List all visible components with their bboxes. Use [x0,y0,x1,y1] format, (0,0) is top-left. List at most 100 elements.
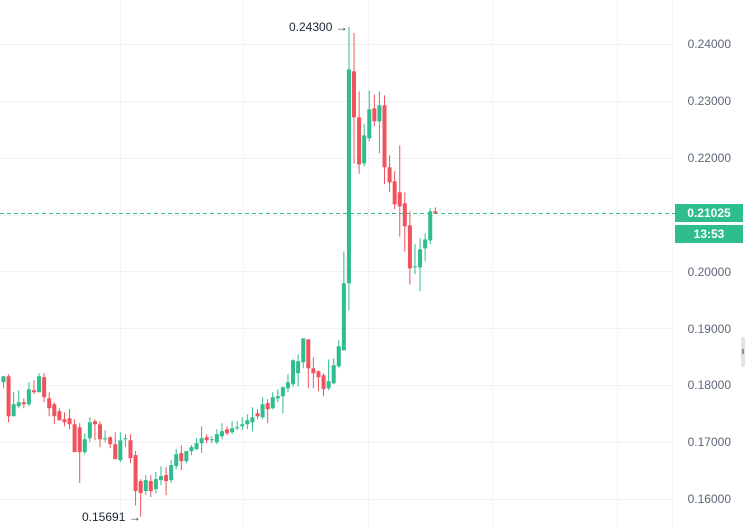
candle-up [331,358,336,385]
candle-up [219,423,224,440]
candle-up [245,414,250,430]
candle-down [62,412,67,427]
candle-down [382,95,387,185]
candle-up [158,466,163,486]
candle-up [230,421,235,435]
candle-down [42,373,47,403]
candle-up [285,374,290,393]
candle-down [306,339,311,389]
candle-down [21,398,26,409]
candle-up [16,390,21,409]
candle-down [265,399,270,424]
candle-up [280,386,285,414]
candle-up [26,382,31,407]
candle-up [260,397,265,420]
high-price-value: 0.24300 [289,20,333,34]
y-axis-label: 0.23000 [687,94,731,108]
y-axis-label: 0.16000 [687,492,731,506]
y-axis-label: 0.20000 [687,265,731,279]
candle-down [138,479,143,517]
candle-down [31,380,36,395]
candle-up [235,421,240,431]
candle-down [128,434,133,464]
candle-up [174,449,179,470]
candle-down [6,374,11,423]
y-axis-label: 0.18000 [687,378,731,392]
candle-down [372,94,377,127]
low-price-value: 0.15691 [82,510,126,524]
candle-down [387,155,392,193]
candle-up [240,417,245,431]
candle-down [321,373,326,397]
candle-down [47,392,52,417]
candle-up [214,429,219,445]
arrow-right-icon: → [335,20,348,34]
candle-down [72,419,77,453]
candle-up [199,426,204,454]
candle-up [270,392,275,410]
low-price-annotation: 0.15691 → [82,510,141,524]
candle-up [123,434,128,448]
candle-up [194,438,199,451]
candle-up [103,430,108,443]
candle-up [169,460,174,484]
candle-down [407,211,412,285]
candle-down [357,91,362,174]
candle-up [118,432,123,463]
candle-down [316,370,321,392]
candle-up [143,475,148,496]
candle-up [428,208,433,245]
candle-up [82,433,87,455]
candle-down [352,32,357,164]
candle-down [225,426,230,436]
candle-up [418,238,423,292]
candle-up [153,472,158,494]
candle-up [189,445,194,456]
candle-up [326,359,331,391]
candle-up [209,436,214,444]
candle-down [108,436,113,449]
candle-down [179,445,184,471]
candle-up [296,354,301,387]
candle-up [346,26,351,311]
candle-down [98,421,103,448]
y-axis-label: 0.19000 [687,322,731,336]
candle-up [336,340,341,369]
price-scale-drag-handle[interactable] [741,337,745,367]
candle-up [367,90,372,142]
candle-up [423,233,428,262]
candle-up [301,338,306,369]
candle-up [275,389,280,403]
candle-up [87,417,92,443]
candle-down [311,357,316,389]
candle-down [204,434,209,444]
candle-down [433,207,438,214]
candle-up [1,376,6,389]
y-axis-label: 0.24000 [687,37,731,51]
candle-up [412,244,417,275]
candle-down [255,409,260,420]
candle-down [133,451,138,506]
candle-up [11,392,16,417]
candle-down [92,419,97,441]
candle-down [57,408,62,421]
high-price-annotation: 0.24300 → [289,20,348,34]
last-price-tag: 0.21025 [675,204,743,222]
candle-down [52,402,57,425]
arrow-right-icon: → [128,510,141,524]
candle-up [250,407,255,432]
candle-down [397,145,402,237]
candle-countdown-tag: 13:53 [675,225,743,243]
candle-up [37,373,42,393]
candle-down [164,467,169,496]
candle-up [184,451,189,464]
candle-up [377,91,382,154]
y-axis-label: 0.22000 [687,151,731,165]
candle-up [291,359,296,388]
candle-down [113,432,118,460]
candle-down [67,409,72,430]
candle-up [341,251,346,351]
candle-down [77,423,82,484]
